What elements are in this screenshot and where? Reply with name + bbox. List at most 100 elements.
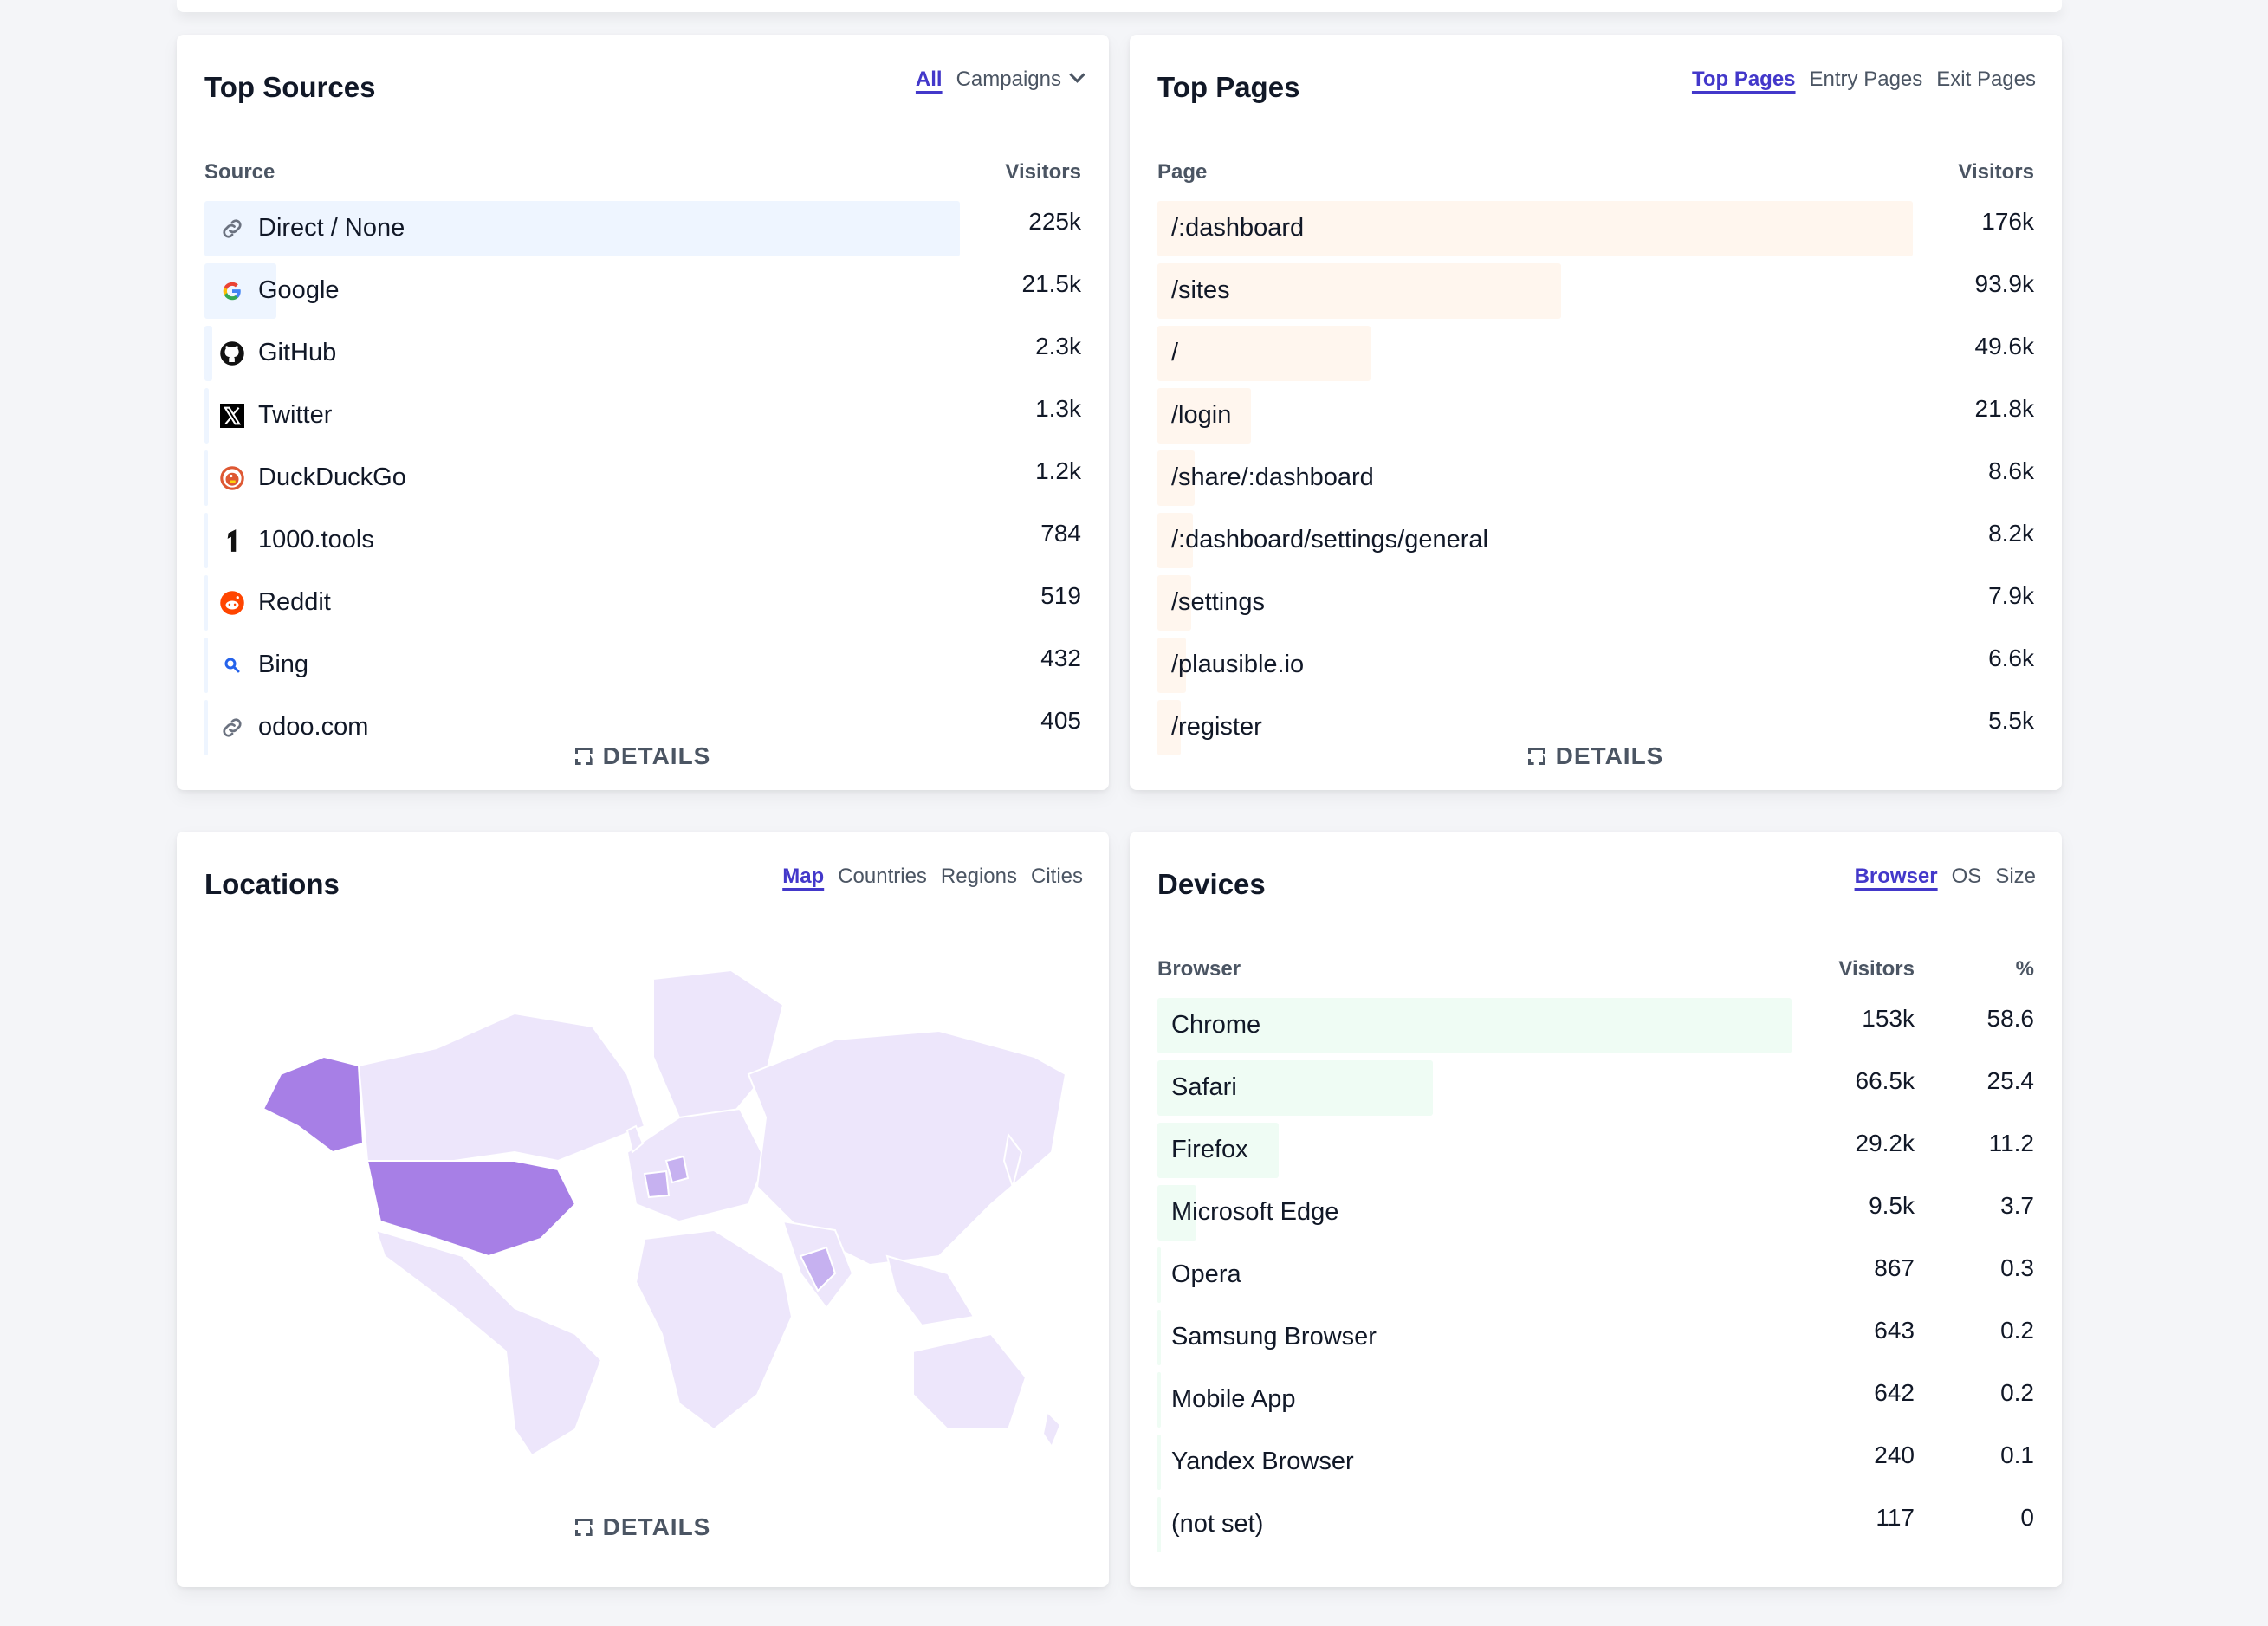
row-value: 66.5k: [1855, 1067, 1915, 1094]
x-twitter-icon: [218, 402, 246, 430]
map-country-asia: [747, 1029, 1066, 1266]
row-value: 9.5k: [1869, 1192, 1915, 1219]
row-label: /share/:dashboard: [1171, 463, 1374, 492]
row-bar: [204, 700, 208, 755]
row-percent: 25.4: [1986, 1067, 2035, 1094]
row-value: 8.6k: [1988, 457, 2034, 484]
row-label-text: Opera: [1171, 1260, 1241, 1288]
row-bar: [1157, 513, 1193, 568]
row-label: Twitter: [218, 401, 332, 430]
tab-entry-pages[interactable]: Entry Pages: [1809, 68, 1923, 91]
column-header-percent: %: [2015, 957, 2034, 981]
row-value: 117: [1876, 1504, 1915, 1531]
tab-browser[interactable]: Browser: [1854, 865, 1938, 888]
row-label: /login: [1171, 401, 1231, 430]
devices-card: Devices Browser OS Size Browser Visitors…: [1130, 832, 2062, 1587]
column-header-visitors: Visitors: [1005, 160, 1081, 184]
map-country-japan: [1002, 1132, 1023, 1190]
row-label-text: /plausible.io: [1171, 651, 1305, 678]
details-button[interactable]: DETAILS: [1130, 742, 2062, 770]
row-value: 49.6k: [1974, 333, 2035, 360]
row-percent: 0.1: [2000, 1441, 2034, 1468]
row-value: 29.2k: [1855, 1130, 1915, 1156]
row-bar: [1157, 998, 1792, 1053]
tab-cities[interactable]: Cities: [1030, 865, 1083, 888]
row-label: /: [1171, 339, 1178, 367]
row-value: 176k: [1981, 208, 2034, 235]
row-label-text: Mobile App: [1171, 1385, 1296, 1413]
row-value: 2.3k: [1035, 333, 1081, 360]
row-bar: [1157, 700, 1182, 755]
row-value: 7.9k: [1988, 582, 2034, 609]
github-icon: [218, 340, 246, 367]
row-label: GitHub: [218, 339, 336, 367]
row-bar: [1157, 1435, 1161, 1490]
row-value: 6.6k: [1988, 645, 2034, 671]
row-label: Safari: [1171, 1073, 1237, 1102]
tab-countries[interactable]: Countries: [838, 865, 927, 888]
row-value: 1.3k: [1035, 395, 1081, 422]
row-bar: [1157, 1185, 1197, 1241]
details-button[interactable]: DETAILS: [177, 742, 1109, 770]
row-label: Opera: [1171, 1260, 1241, 1289]
column-header-source: Source: [204, 160, 275, 184]
row-label-text: Safari: [1171, 1073, 1237, 1101]
map-country-uk: [625, 1124, 645, 1154]
row-label: odoo.com: [218, 713, 368, 742]
row-value: 21.5k: [1021, 270, 1082, 297]
row-label-text: Samsung Browser: [1171, 1323, 1377, 1351]
row-value: 784: [1040, 520, 1081, 547]
map-country-new-zealand: [1041, 1409, 1062, 1449]
tab-top-pages[interactable]: Top Pages: [1691, 68, 1796, 91]
row-value: 153k: [1862, 1005, 1915, 1032]
row-label: /:dashboard: [1171, 214, 1304, 243]
bing-search-icon: [218, 651, 246, 679]
row-value: 519: [1040, 582, 1081, 609]
row-label-text: DuckDuckGo: [258, 463, 406, 491]
expand-icon: [574, 1519, 593, 1536]
map-country-india-highlight: [799, 1246, 837, 1292]
tab-map[interactable]: Map: [782, 865, 825, 888]
google-icon: [218, 277, 246, 305]
row-bar: [204, 575, 208, 631]
row-percent: 0.2: [2000, 1317, 2034, 1344]
locations-card: Locations Map Countries Regions Cities: [177, 832, 1109, 1587]
row-label: Reddit: [218, 588, 331, 617]
duckduckgo-icon: [218, 464, 246, 492]
row-label: Firefox: [1171, 1136, 1248, 1164]
row-value: 643: [1874, 1317, 1915, 1344]
details-label: DETAILS: [602, 1513, 711, 1540]
map-country-france: [643, 1169, 671, 1199]
tab-campaigns-label: Campaigns: [956, 68, 1061, 91]
tab-exit-pages[interactable]: Exit Pages: [1936, 68, 2036, 91]
row-value: 432: [1040, 645, 1081, 671]
row-bar: [1157, 1497, 1161, 1552]
row-label: Bing: [218, 651, 308, 679]
row-label-text: /login: [1171, 401, 1232, 429]
row-label-text: Chrome: [1171, 1011, 1261, 1039]
row-label-text: /register: [1171, 713, 1262, 741]
column-header-visitors: Visitors: [1958, 160, 2034, 184]
tab-size[interactable]: Size: [1995, 865, 2036, 888]
expand-icon: [574, 748, 593, 765]
details-button[interactable]: DETAILS: [177, 1513, 1109, 1541]
map-country-europe: [625, 1107, 768, 1223]
world-map[interactable]: [229, 944, 1066, 1455]
top-pages-card: Top Pages Top Pages Entry Pages Exit Pag…: [1130, 35, 2062, 790]
row-percent: 0: [2020, 1504, 2034, 1531]
tab-regions[interactable]: Regions: [940, 865, 1017, 888]
card-title: Top Sources: [204, 71, 376, 103]
tab-campaigns[interactable]: Campaigns: [956, 67, 1085, 92]
reddit-icon: [218, 589, 246, 617]
link-icon: [218, 714, 246, 742]
column-header-page: Page: [1157, 160, 1208, 184]
column-header-browser: Browser: [1157, 957, 1241, 981]
row-label: Microsoft Edge: [1171, 1198, 1338, 1227]
sources-tabs: All Campaigns: [915, 67, 1085, 92]
row-bar: [204, 450, 209, 506]
row-label-text: Microsoft Edge: [1171, 1198, 1339, 1226]
tab-os[interactable]: OS: [1951, 865, 1982, 888]
map-country-greenland: [652, 968, 785, 1128]
row-percent: 0.3: [2000, 1254, 2034, 1281]
tab-all[interactable]: All: [915, 68, 943, 91]
